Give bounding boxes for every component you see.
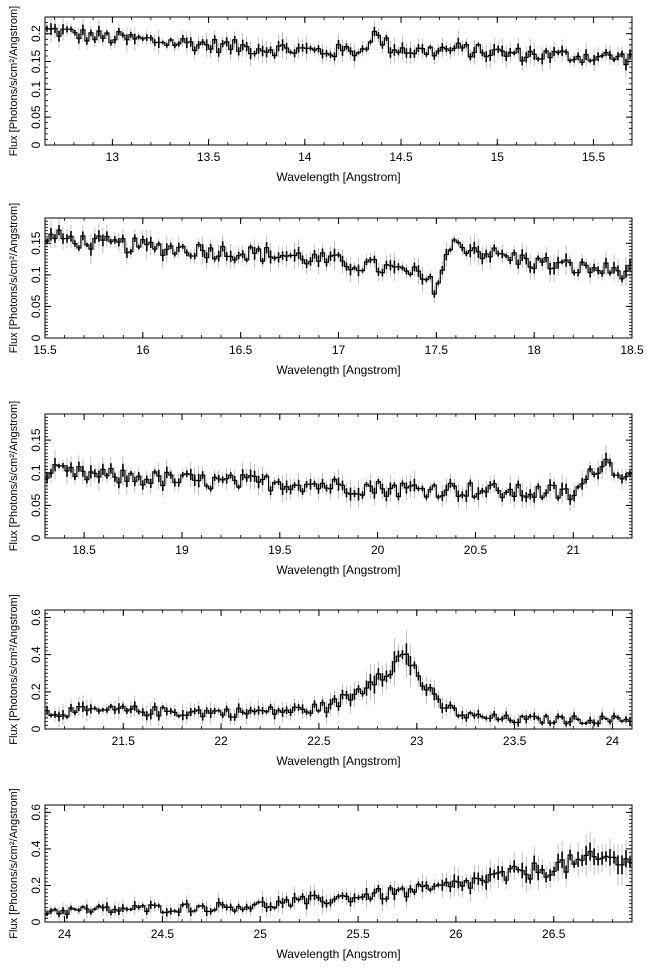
spectrum-panel-4: 21.5 22 22.5 23 23.5 24 0 0.2 0.4 0.6 Wavelength […: [8, 594, 633, 768]
x-axis-label: Wavelength [Angstrom]: [276, 754, 400, 768]
y-tick-label: 0.05: [29, 493, 43, 517]
x-tick-label: 17.5: [425, 343, 449, 357]
x-tick-label: 24: [606, 734, 620, 748]
flux-series-line-1: [45, 27, 632, 66]
x-tick-label: 24.5: [151, 927, 175, 941]
x-tick-label: 15.5: [582, 150, 606, 164]
x-tick-label: 22.5: [307, 734, 331, 748]
y-axis-label: Flux [Photons/s/cm²/Angstrom]: [8, 401, 20, 551]
minor-ticks-2: [44, 217, 633, 339]
plot-frame-1: [44, 16, 633, 146]
y-tick-label: 0.4: [29, 646, 43, 663]
y-tick-label: 0: [29, 725, 43, 732]
flux-series-line-3: [45, 458, 632, 501]
flux-uncertainty-5: [46, 842, 631, 919]
y-tick-label: 0: [29, 918, 43, 925]
x-tick-label: 14: [298, 150, 312, 164]
x-axis-label: Wavelength [Angstrom]: [276, 563, 400, 577]
flux-series-line-5: [45, 850, 632, 915]
x-tick-label: 15: [491, 150, 505, 164]
y-tick-label: 0.15: [29, 50, 43, 74]
x-tick-label: 23: [410, 734, 424, 748]
x-tick-label: 15.5: [33, 343, 57, 357]
x-tick-label: 18.5: [620, 343, 644, 357]
x-axis-label: Wavelength [Angstrom]: [276, 947, 400, 961]
x-tick-label: 17: [332, 343, 346, 357]
y-tick-label: 0.15: [29, 428, 43, 452]
spectrum-panel-5: 24 24.5 25 25.5 26 26.5 0 0.2 0.4 0.6 Wavelength […: [8, 788, 633, 961]
x-tick-label: 19.5: [268, 543, 292, 557]
minor-ticks-5: [44, 804, 633, 923]
x-tick-label: 13: [106, 150, 120, 164]
x-tick-label: 14.5: [389, 150, 413, 164]
plot-frame-2: [44, 217, 633, 339]
x-tick-label: 21.5: [112, 734, 136, 748]
y-tick-label: 0.1: [29, 81, 43, 98]
x-tick-label: 25: [254, 927, 268, 941]
y-tick-label: 0.2: [29, 25, 43, 42]
x-tick-label: 13.5: [197, 150, 221, 164]
x-axis-label: Wavelength [Angstrom]: [276, 363, 400, 377]
spectrum-panel-1: 13 13.5 14 14.5 15 15.5 0 0.05 0.1 0.15 0.2 Wavelen…: [8, 6, 633, 184]
y-tick-label: 0.6: [29, 609, 43, 626]
y-tick-label: 0.15: [29, 231, 43, 255]
spectrum-panel-3: 18.5 19 19.5 20 20.5 21 0 0.05 0.1 0.15 Wavelength…: [8, 401, 633, 577]
y-axis-label: Flux [Photons/s/cm²/Angstrom]: [8, 594, 20, 744]
x-tick-label: 26.5: [542, 927, 566, 941]
y-tick-label: 0.4: [29, 840, 43, 857]
y-tick-label: 0.1: [29, 266, 43, 283]
flux-uncertainty-2: [46, 225, 631, 298]
y-axis-label: Flux [Photons/s/cm²/Angstrom]: [8, 6, 20, 156]
y-tick-label: 0: [29, 334, 43, 341]
x-axis-label: Wavelength [Angstrom]: [276, 170, 400, 184]
flux-series-line-4: [45, 653, 632, 725]
error-bars-4: [46, 630, 631, 729]
x-tick-label: 16: [136, 343, 150, 357]
y-tick-label: 0: [29, 141, 43, 148]
plot-frame-5: [44, 804, 633, 923]
y-tick-label: 0.1: [29, 464, 43, 481]
x-tick-label: 19: [175, 543, 189, 557]
flux-uncertainty-1: [46, 23, 631, 71]
x-tick-label: 25.5: [346, 927, 370, 941]
spectrum-panel-2: 15.5 16 16.5 17 17.5 18 18.5 0 0.05 0.1 0.15 Wavele…: [8, 203, 644, 377]
x-tick-label: 21: [567, 543, 581, 557]
flux-series-line-2: [45, 229, 632, 295]
y-tick-label: 0.05: [29, 105, 43, 129]
x-tick-label: 20.5: [464, 543, 488, 557]
x-tick-label: 18.5: [72, 543, 96, 557]
y-tick-label: 0.6: [29, 804, 43, 821]
y-tick-label: 0: [29, 534, 43, 541]
y-axis-label: Flux [Photons/s/cm²/Angstrom]: [8, 788, 20, 938]
x-tick-label: 20: [371, 543, 385, 557]
x-tick-label: 24: [58, 927, 72, 941]
x-tick-label: 23.5: [503, 734, 527, 748]
y-axis-label: Flux [Photons/s/cm²/Angstrom]: [8, 203, 20, 353]
y-tick-label: 0.2: [29, 683, 43, 700]
x-tick-label: 16.5: [229, 343, 253, 357]
y-tick-label: 0.2: [29, 877, 43, 894]
x-tick-label: 26: [449, 927, 463, 941]
x-tick-label: 22: [214, 734, 228, 748]
x-tick-label: 18: [527, 343, 541, 357]
y-tick-label: 0.05: [29, 294, 43, 318]
